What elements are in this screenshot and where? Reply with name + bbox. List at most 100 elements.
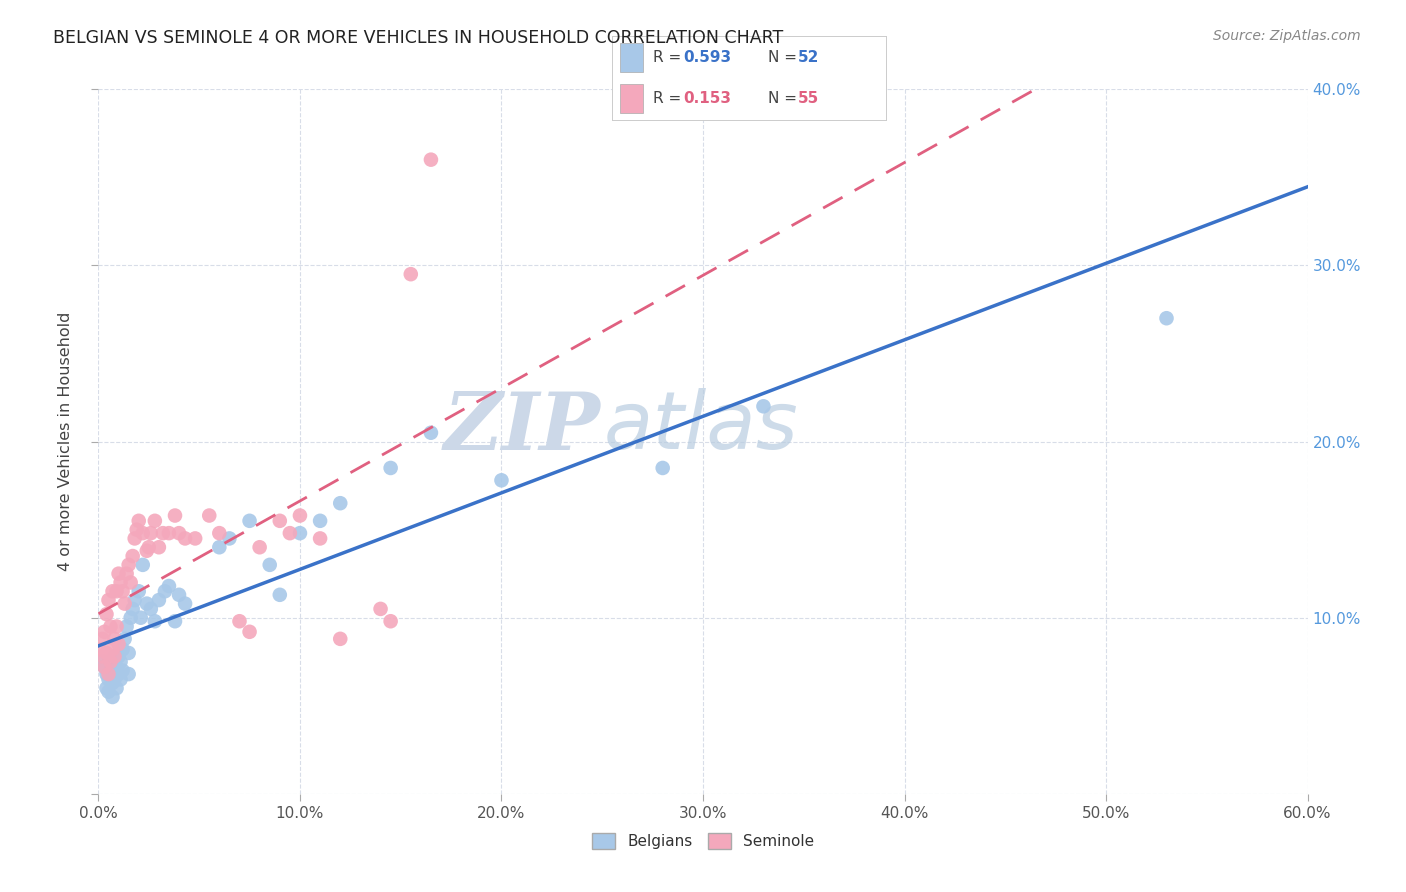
Text: R =: R = <box>652 91 686 106</box>
Point <box>239 624 262 639</box>
Point <box>101 584 124 599</box>
Point <box>174 597 197 611</box>
Text: 55: 55 <box>799 91 820 106</box>
Point <box>111 584 134 599</box>
Point <box>110 673 132 687</box>
Point <box>651 461 673 475</box>
Point <box>103 649 125 664</box>
Point <box>129 610 152 624</box>
Point <box>163 508 186 523</box>
Point <box>174 532 197 546</box>
Point <box>110 575 132 590</box>
Point <box>114 632 136 646</box>
Point <box>115 566 138 581</box>
Point <box>89 642 111 657</box>
Point <box>132 558 155 572</box>
Text: BELGIAN VS SEMINOLE 4 OR MORE VEHICLES IN HOUSEHOLD CORRELATION CHART: BELGIAN VS SEMINOLE 4 OR MORE VEHICLES I… <box>53 29 783 47</box>
Point <box>399 267 422 281</box>
Point <box>309 532 332 546</box>
Point <box>91 632 114 646</box>
Point <box>259 558 281 572</box>
Point <box>269 514 291 528</box>
Point <box>128 584 150 599</box>
Point <box>157 579 180 593</box>
Point <box>107 566 129 581</box>
Point <box>105 660 128 674</box>
Point <box>96 681 118 696</box>
Point <box>124 593 146 607</box>
Point <box>97 673 120 687</box>
Text: N =: N = <box>768 91 801 106</box>
Point <box>107 649 129 664</box>
Point <box>139 526 162 541</box>
Point <box>420 425 443 440</box>
Point <box>288 508 311 523</box>
Point <box>288 526 311 541</box>
Point <box>218 532 240 546</box>
Point <box>97 667 120 681</box>
Point <box>139 602 162 616</box>
Point <box>96 607 118 622</box>
Point <box>239 514 262 528</box>
Point <box>96 646 118 660</box>
Point <box>93 660 115 674</box>
Point <box>124 532 146 546</box>
Point <box>157 526 180 541</box>
Point <box>208 540 231 554</box>
Point <box>184 532 207 546</box>
Point <box>167 588 190 602</box>
Point <box>752 399 775 413</box>
Point <box>96 667 118 681</box>
Point <box>121 549 143 563</box>
Point <box>148 593 170 607</box>
Point <box>380 461 402 475</box>
Point <box>125 523 148 537</box>
Point <box>143 614 166 628</box>
Point <box>101 676 124 690</box>
Point <box>107 667 129 681</box>
Point <box>111 642 134 657</box>
Y-axis label: 4 or more Vehicles in Household: 4 or more Vehicles in Household <box>58 312 73 571</box>
Point <box>198 508 221 523</box>
Point <box>100 619 122 633</box>
Legend: Belgians, Seminole: Belgians, Seminole <box>585 825 821 856</box>
Point <box>97 593 120 607</box>
Text: 0.153: 0.153 <box>683 91 731 106</box>
Point <box>167 526 190 541</box>
Text: 0.593: 0.593 <box>683 50 731 65</box>
Point <box>105 619 128 633</box>
Point <box>118 558 141 572</box>
Point <box>148 540 170 554</box>
Point <box>370 602 392 616</box>
Point <box>269 588 291 602</box>
Point <box>329 496 352 510</box>
FancyBboxPatch shape <box>620 44 643 72</box>
Point <box>420 153 443 167</box>
Point <box>114 597 136 611</box>
Point <box>228 614 250 628</box>
Text: ZIP: ZIP <box>443 389 600 467</box>
Point <box>101 642 124 657</box>
Point <box>91 649 114 664</box>
Point <box>120 610 142 624</box>
Point <box>249 540 271 554</box>
Point <box>153 584 176 599</box>
Text: R =: R = <box>652 50 686 65</box>
Point <box>103 673 125 687</box>
Point <box>105 681 128 696</box>
Text: atlas: atlas <box>603 388 799 467</box>
Point <box>491 473 513 487</box>
FancyBboxPatch shape <box>620 84 643 112</box>
Point <box>329 632 352 646</box>
Point <box>135 543 157 558</box>
Point <box>115 619 138 633</box>
Point <box>91 655 114 669</box>
Point <box>1156 311 1178 326</box>
Point <box>103 632 125 646</box>
Point <box>135 597 157 611</box>
Point <box>111 664 134 678</box>
Point <box>118 646 141 660</box>
Point <box>107 637 129 651</box>
Point <box>132 526 155 541</box>
Point <box>103 649 125 664</box>
